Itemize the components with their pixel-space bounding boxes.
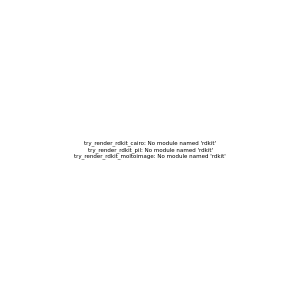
Text: try_render_rdkit_cairo: No module named 'rdkit'
try_render_rdkit_pil: No module : try_render_rdkit_cairo: No module named …: [74, 141, 226, 159]
